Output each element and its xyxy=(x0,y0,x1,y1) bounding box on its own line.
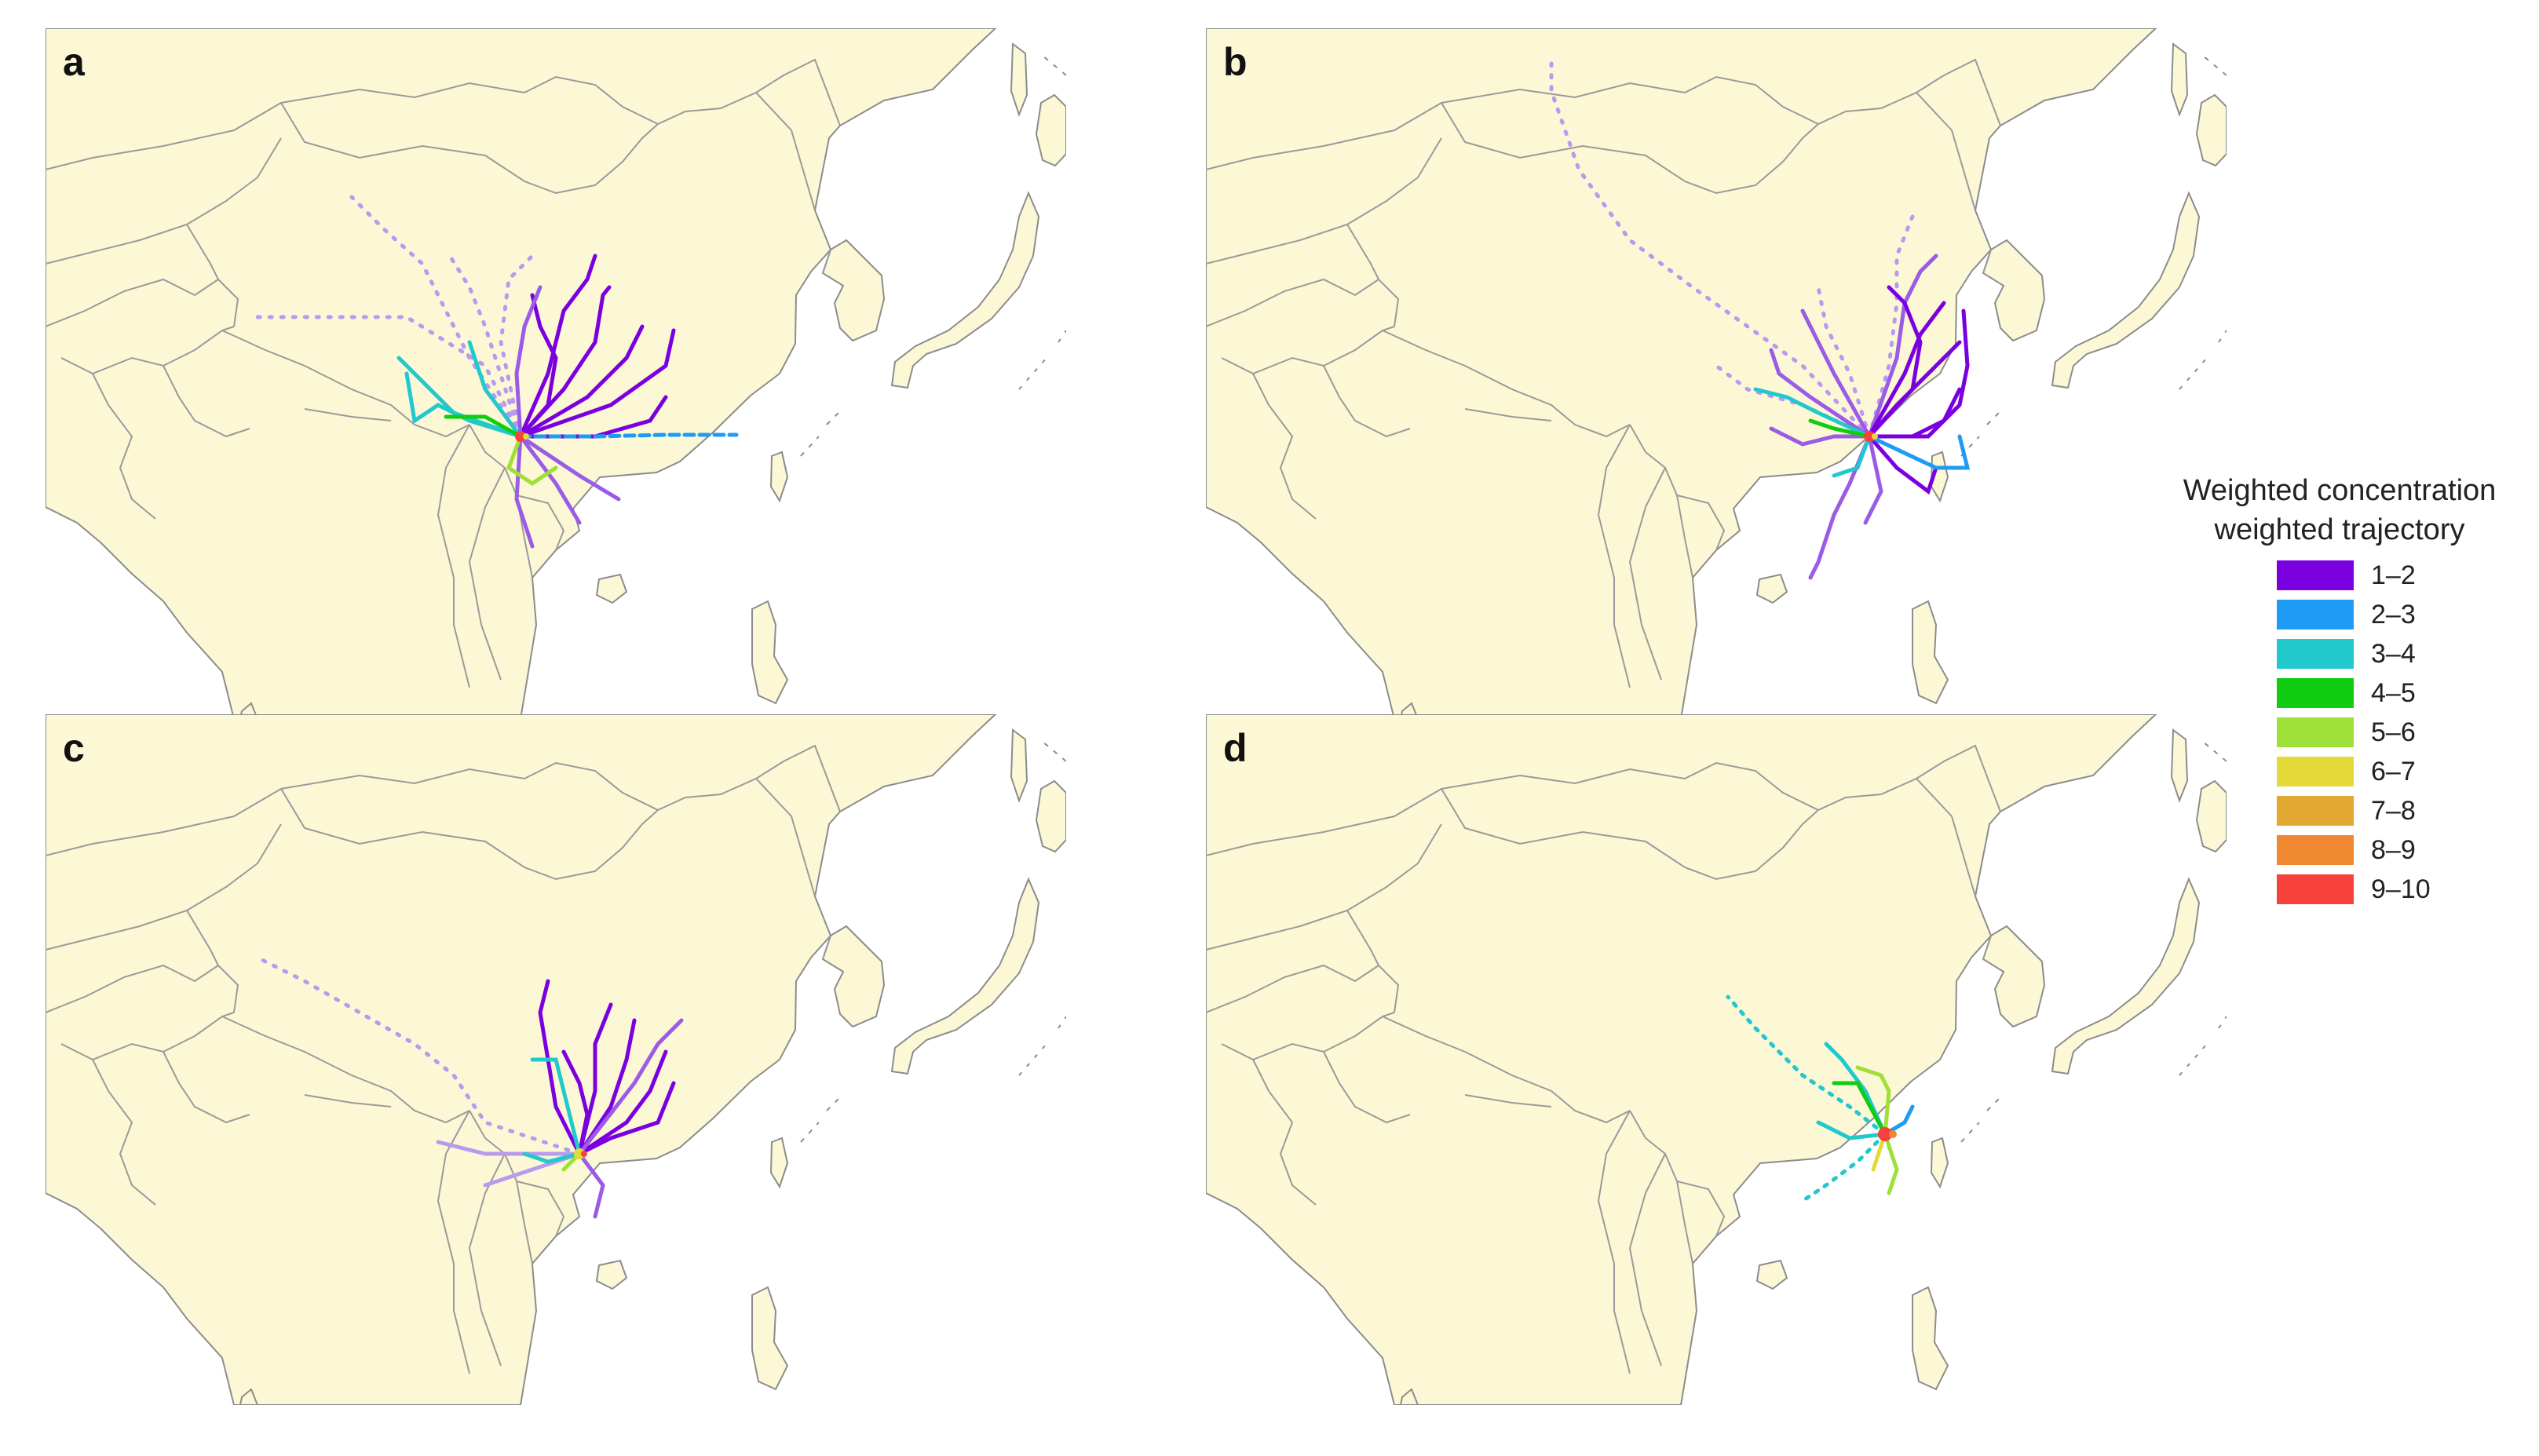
legend: Weighted concentration weighted trajecto… xyxy=(2147,471,2532,909)
legend-title-line1: Weighted concentration xyxy=(2183,474,2497,507)
legend-item: 9–10 xyxy=(2277,870,2532,909)
legend-swatch xyxy=(2277,757,2354,786)
legend-title-line2: weighted trajectory xyxy=(2214,513,2465,546)
legend-swatch xyxy=(2277,678,2354,708)
basemap-a xyxy=(46,28,1066,719)
legend-swatch xyxy=(2277,874,2354,904)
trajectory-map-c xyxy=(46,714,1066,1405)
legend-swatch xyxy=(2277,600,2354,629)
legend-swatch xyxy=(2277,835,2354,865)
basemap-b xyxy=(1206,28,2227,719)
legend-swatch xyxy=(2277,796,2354,826)
legend-label: 7–8 xyxy=(2371,795,2416,826)
trajectories-c xyxy=(255,955,684,1219)
legend-label: 4–5 xyxy=(2371,677,2416,708)
legend-item: 4–5 xyxy=(2277,673,2532,713)
legend-items: 1–2 2–3 3–4 4–5 5–6 6–7 7–8 8–9 9–10 xyxy=(2277,556,2532,909)
map-panel-c: c xyxy=(46,714,1066,1405)
map-panel-b: b xyxy=(1206,28,2227,719)
trajectories-d xyxy=(1726,994,1915,1203)
legend-item: 8–9 xyxy=(2277,830,2532,870)
legend-label: 9–10 xyxy=(2371,874,2431,904)
legend-item: 7–8 xyxy=(2277,791,2532,830)
legend-item: 3–4 xyxy=(2277,634,2532,673)
legend-label: 2–3 xyxy=(2371,599,2416,629)
map-panel-d: d xyxy=(1206,714,2227,1405)
map-panel-a: a xyxy=(46,28,1066,719)
legend-swatch xyxy=(2277,717,2354,747)
trajectory-map-a xyxy=(46,28,1066,719)
legend-label: 8–9 xyxy=(2371,834,2416,865)
panel-label-c: c xyxy=(63,726,85,770)
legend-item: 6–7 xyxy=(2277,752,2532,791)
trajectories-a xyxy=(255,195,739,549)
legend-label: 6–7 xyxy=(2371,756,2416,786)
legend-label: 3–4 xyxy=(2371,638,2416,669)
legend-swatch xyxy=(2277,560,2354,590)
legend-swatch xyxy=(2277,639,2354,669)
trajectories-b xyxy=(1549,61,1971,580)
trajectory-map-d xyxy=(1206,714,2227,1405)
legend-item: 2–3 xyxy=(2277,595,2532,634)
panel-label-d: d xyxy=(1223,726,1248,770)
legend-item: 1–2 xyxy=(2277,556,2532,595)
legend-label: 1–2 xyxy=(2371,560,2416,590)
legend-item: 5–6 xyxy=(2277,713,2532,752)
basemap-d xyxy=(1206,714,2227,1405)
panel-label-b: b xyxy=(1223,40,1248,84)
panel-label-a: a xyxy=(63,40,85,84)
trajectory-map-b xyxy=(1206,28,2227,719)
legend-label: 5–6 xyxy=(2371,717,2416,747)
